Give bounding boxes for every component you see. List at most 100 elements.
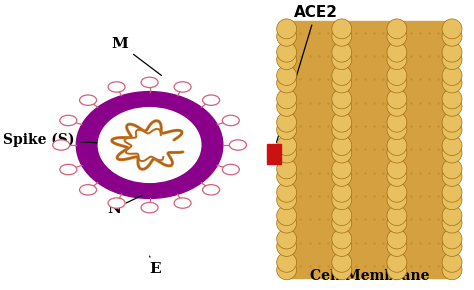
Ellipse shape (442, 190, 462, 210)
Text: Cell Membrane: Cell Membrane (310, 269, 429, 283)
Ellipse shape (387, 120, 407, 140)
Ellipse shape (277, 206, 297, 226)
Ellipse shape (332, 42, 352, 62)
Ellipse shape (277, 120, 297, 140)
Ellipse shape (277, 97, 297, 116)
Ellipse shape (442, 237, 462, 256)
Ellipse shape (387, 190, 407, 210)
Ellipse shape (387, 260, 407, 280)
Text: N: N (107, 195, 142, 216)
Ellipse shape (332, 252, 352, 272)
Ellipse shape (277, 260, 297, 280)
Ellipse shape (332, 89, 352, 109)
Circle shape (174, 82, 191, 92)
Ellipse shape (332, 66, 352, 86)
Ellipse shape (442, 26, 462, 46)
Ellipse shape (332, 19, 352, 39)
Ellipse shape (277, 166, 297, 186)
Ellipse shape (387, 213, 407, 233)
Circle shape (202, 95, 219, 105)
Circle shape (222, 164, 239, 175)
Circle shape (202, 185, 219, 195)
Ellipse shape (387, 97, 407, 116)
Circle shape (60, 164, 77, 175)
Bar (267, 144, 282, 164)
Ellipse shape (332, 166, 352, 186)
Ellipse shape (442, 166, 462, 186)
Ellipse shape (277, 252, 297, 272)
Ellipse shape (442, 229, 462, 249)
Ellipse shape (387, 66, 407, 86)
Circle shape (141, 202, 158, 213)
Ellipse shape (76, 92, 223, 198)
Ellipse shape (277, 19, 297, 39)
Ellipse shape (277, 182, 297, 202)
Ellipse shape (277, 89, 297, 109)
Ellipse shape (442, 182, 462, 202)
Ellipse shape (332, 112, 352, 132)
Ellipse shape (277, 136, 297, 155)
Text: ACE2: ACE2 (276, 5, 337, 142)
Ellipse shape (387, 206, 407, 226)
Circle shape (53, 140, 70, 150)
Ellipse shape (277, 143, 297, 163)
Ellipse shape (442, 159, 462, 179)
Ellipse shape (387, 26, 407, 46)
Ellipse shape (332, 26, 352, 46)
Circle shape (108, 82, 125, 92)
Ellipse shape (277, 237, 297, 256)
Ellipse shape (332, 237, 352, 256)
Ellipse shape (442, 42, 462, 62)
Text: Spike (S): Spike (S) (3, 132, 107, 146)
Ellipse shape (277, 213, 297, 233)
Ellipse shape (332, 159, 352, 179)
Ellipse shape (332, 206, 352, 226)
Ellipse shape (332, 50, 352, 70)
Ellipse shape (442, 89, 462, 109)
Ellipse shape (387, 166, 407, 186)
Ellipse shape (277, 112, 297, 132)
Ellipse shape (332, 182, 352, 202)
Circle shape (60, 115, 77, 126)
Ellipse shape (442, 136, 462, 155)
Ellipse shape (442, 206, 462, 226)
Ellipse shape (332, 120, 352, 140)
Circle shape (141, 77, 158, 88)
Ellipse shape (332, 73, 352, 93)
Ellipse shape (332, 97, 352, 116)
Ellipse shape (442, 120, 462, 140)
Ellipse shape (442, 143, 462, 163)
Ellipse shape (98, 108, 201, 182)
Text: E: E (150, 256, 161, 276)
Ellipse shape (332, 260, 352, 280)
Ellipse shape (387, 73, 407, 93)
Circle shape (80, 185, 97, 195)
Ellipse shape (442, 97, 462, 116)
Circle shape (108, 198, 125, 208)
Ellipse shape (442, 213, 462, 233)
Circle shape (229, 140, 246, 150)
Ellipse shape (387, 252, 407, 272)
Ellipse shape (442, 112, 462, 132)
Ellipse shape (442, 252, 462, 272)
Ellipse shape (442, 50, 462, 70)
Ellipse shape (387, 237, 407, 256)
Ellipse shape (387, 159, 407, 179)
Circle shape (80, 95, 97, 105)
Ellipse shape (442, 66, 462, 86)
Circle shape (174, 198, 191, 208)
Bar (287, 21, 452, 278)
Ellipse shape (442, 73, 462, 93)
Ellipse shape (387, 19, 407, 39)
Ellipse shape (277, 73, 297, 93)
Ellipse shape (332, 213, 352, 233)
Circle shape (222, 115, 239, 126)
Ellipse shape (387, 112, 407, 132)
Ellipse shape (387, 50, 407, 70)
Ellipse shape (277, 50, 297, 70)
Ellipse shape (332, 143, 352, 163)
Ellipse shape (387, 89, 407, 109)
Ellipse shape (51, 73, 248, 217)
Ellipse shape (277, 26, 297, 46)
Ellipse shape (387, 143, 407, 163)
